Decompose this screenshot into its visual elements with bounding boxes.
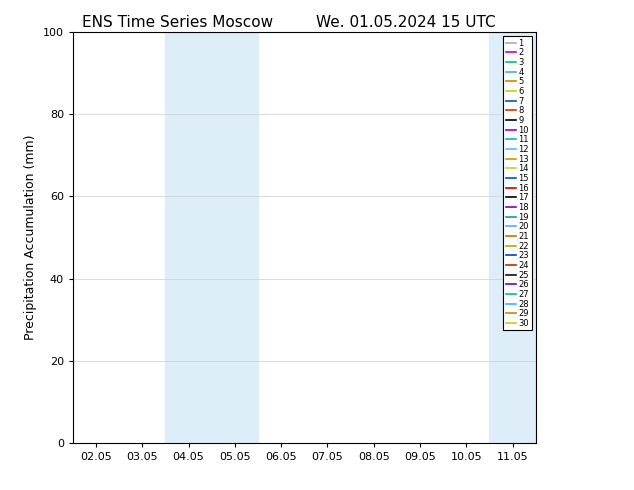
Y-axis label: Precipitation Accumulation (mm): Precipitation Accumulation (mm): [24, 135, 37, 341]
Text: We. 01.05.2024 15 UTC: We. 01.05.2024 15 UTC: [316, 15, 496, 30]
Legend: 1, 2, 3, 4, 5, 6, 7, 8, 9, 10, 11, 12, 13, 14, 15, 16, 17, 18, 19, 20, 21, 22, 2: 1, 2, 3, 4, 5, 6, 7, 8, 9, 10, 11, 12, 1…: [503, 36, 531, 330]
Text: ENS Time Series Moscow: ENS Time Series Moscow: [82, 15, 273, 30]
Bar: [165, 32, 258, 443]
Bar: [489, 32, 536, 443]
